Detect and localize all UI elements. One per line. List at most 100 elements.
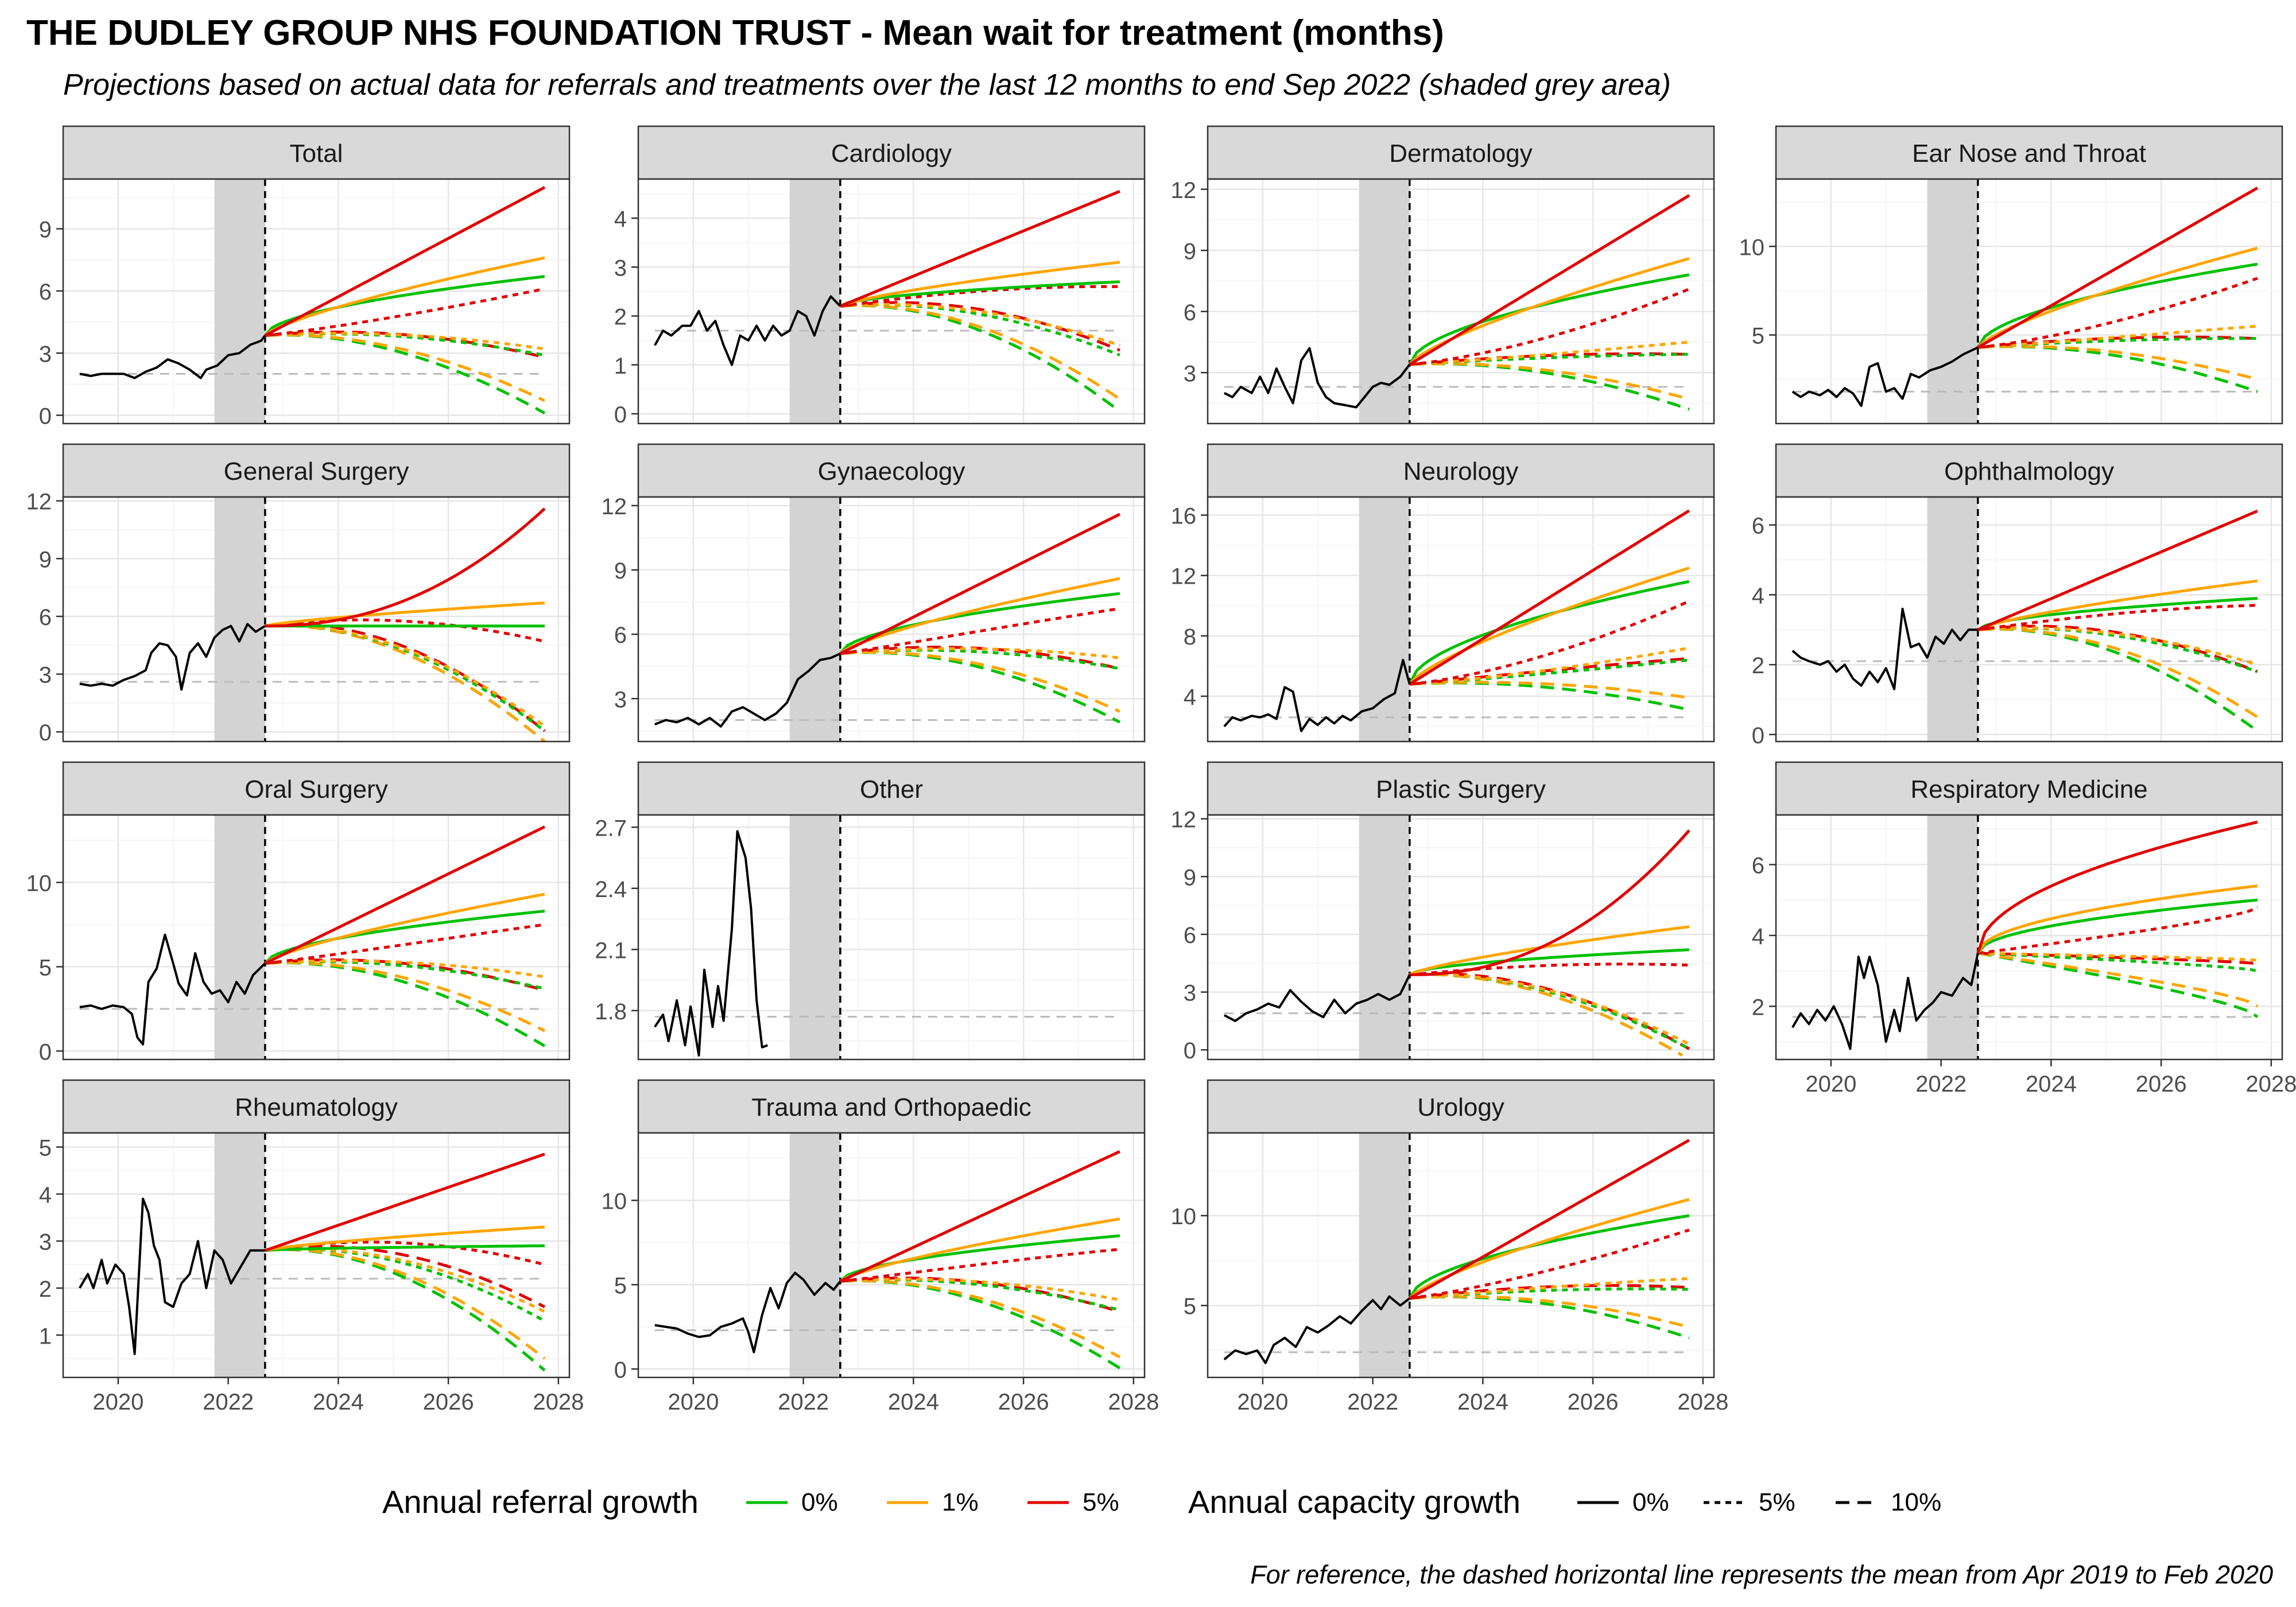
x-tick-label: 2020: [92, 1389, 144, 1415]
projection-line-ref-1pct-cap-5pct: [840, 1278, 1120, 1302]
x-tick-label: 2026: [998, 1389, 1049, 1415]
panel-other: Other 1.8 2.1 2.4 2.7: [595, 761, 1146, 1061]
projection-line-ref-1pct-cap-10pct: [265, 1248, 546, 1360]
panel-strip: [1775, 761, 2283, 816]
legend: Annual referral growth 0% 1% 5% Annual capac…: [382, 1484, 1941, 1520]
legend-capacity-title: Annual capacity growth: [1188, 1484, 1521, 1520]
panel-strip-label: Oral Surgery: [245, 775, 387, 804]
projection-line-ref-5pct-cap-10pct: [1977, 624, 2258, 673]
panel-strip-label: Dermatology: [1389, 139, 1532, 168]
y-tick-label: 16: [1171, 504, 1197, 529]
y-tick-label: 2.7: [595, 816, 627, 841]
panel-strip-label: Total: [290, 139, 343, 168]
shaded-period: [789, 1133, 840, 1377]
y-tick-label: 2: [39, 1276, 52, 1302]
panel-respiratory-medicine: Respiratory Medicine 2 4 6 2020 2022 2024 2026 2…: [1752, 761, 2296, 1097]
projection-line-ref-5pct-cap-5pct: [1977, 604, 2258, 631]
footnote: For reference, the dashed horizontal lin…: [1250, 1560, 2273, 1589]
y-tick-label: 0: [39, 720, 52, 746]
shaded-period: [1359, 815, 1410, 1059]
projection-line-ref-1pct-cap-5pct: [1977, 952, 2258, 962]
y-tick-label: 9: [1184, 239, 1196, 264]
projection-line-ref-1pct-cap-10pct: [1409, 681, 1690, 700]
projection-line-ref-5pct-cap-0pct: [1409, 829, 1690, 976]
projection-line-ref-0pct-cap-0pct: [265, 1244, 545, 1252]
shaded-period: [1359, 1133, 1410, 1377]
shaded-period: [214, 497, 265, 742]
actual-data-line: [654, 1271, 841, 1353]
panel-border: [637, 814, 1146, 1061]
projection-line-ref-1pct-cap-0pct: [264, 892, 545, 965]
y-tick-label: 9: [39, 218, 52, 243]
panel-plastic-surgery: Plastic Surgery 0 3 6 9 12: [1171, 761, 1715, 1063]
legend-referral-label: 0%: [801, 1488, 838, 1516]
projection-line-ref-1pct-cap-0pct: [1409, 925, 1690, 976]
y-tick-label: 0: [1184, 1038, 1196, 1063]
legend-capacity-label: 0%: [1632, 1488, 1669, 1516]
projection-line-ref-5pct-cap-10pct: [265, 1244, 546, 1309]
x-tick-label: 2024: [313, 1389, 364, 1415]
shaded-period: [1927, 815, 1978, 1059]
projection-line-ref-1pct-cap-10pct: [840, 304, 1121, 401]
panel-strip: [1207, 443, 1715, 498]
y-tick-label: 0: [614, 402, 627, 428]
x-tick-label: 2022: [203, 1389, 254, 1415]
y-tick-label: 5: [39, 955, 52, 980]
panel-border: [1207, 1132, 1715, 1379]
x-tick-label: 2020: [1805, 1072, 1856, 1097]
actual-data-line: [1223, 1295, 1411, 1364]
projection-line-ref-1pct-cap-5pct: [265, 332, 545, 351]
y-tick-label: 6: [1184, 923, 1196, 948]
actual-data-line: [1223, 347, 1411, 409]
panel-urology: Urology 5 10 2020 2022 2024 2026 2028: [1171, 1079, 1728, 1415]
panel-strip: [637, 761, 1146, 816]
projection-line-ref-1pct-cap-10pct: [840, 651, 1120, 713]
plot-background: [1208, 815, 1714, 1059]
y-tick-label: 3: [1184, 361, 1196, 386]
actual-data-line: [79, 1197, 265, 1355]
panel-border: [637, 1132, 1146, 1379]
projection-line-ref-0pct-cap-0pct: [1409, 948, 1690, 976]
projection-line-ref-5pct-cap-0pct: [1977, 187, 2259, 349]
panel-strip-label: Cardiology: [831, 139, 952, 168]
panel-strip-label: Other: [860, 775, 923, 804]
legend-referral-title: Annual referral growth: [382, 1484, 699, 1520]
projection-line-ref-1pct-cap-10pct: [1409, 362, 1690, 401]
projection-line-ref-5pct-cap-0pct: [1976, 820, 2258, 954]
panel-strip: [1775, 125, 2283, 180]
projection-line-ref-1pct-cap-10pct: [840, 1279, 1121, 1358]
plot-background: [1776, 815, 2282, 1059]
y-tick-label: 4: [39, 1183, 52, 1208]
panel-gynaecology: Gynaecology 3 6 9 12: [602, 443, 1146, 743]
legend-referral-label: 5%: [1083, 1488, 1119, 1516]
actual-data-line: [79, 623, 266, 691]
shaded-period: [1927, 179, 1978, 424]
shaded-period: [789, 815, 840, 1059]
y-tick-label: 0: [39, 404, 52, 429]
panel-strip-label: Plastic Surgery: [1376, 775, 1546, 804]
y-tick-label: 0: [39, 1039, 52, 1065]
y-tick-label: 6: [39, 605, 52, 630]
panel-border: [62, 1132, 571, 1379]
y-tick-label: 2: [614, 305, 627, 330]
y-tick-label: 12: [1171, 564, 1197, 589]
legend-capacity-label: 5%: [1759, 1488, 1795, 1516]
x-tick-label: 2020: [668, 1389, 719, 1415]
y-tick-label: 5: [39, 1136, 52, 1161]
x-tick-label: 2028: [1677, 1389, 1728, 1415]
projection-line-ref-5pct-cap-0pct: [1409, 1139, 1690, 1300]
actual-data-line: [654, 830, 768, 1057]
x-tick-label: 2026: [423, 1389, 474, 1415]
y-tick-label: 3: [39, 1229, 52, 1255]
panel-border: [1207, 178, 1715, 425]
projection-line-ref-5pct-cap-0pct: [839, 1150, 1120, 1283]
panel-strip-label: Urology: [1417, 1093, 1504, 1121]
gridlines: [638, 1133, 1145, 1377]
y-tick-label: 2.1: [595, 938, 627, 963]
y-tick-label: 3: [614, 687, 627, 712]
projection-line-ref-0pct-cap-0pct: [263, 275, 545, 337]
x-tick-label: 2022: [1347, 1389, 1398, 1415]
y-tick-label: 5: [1184, 1294, 1196, 1319]
actual-data-line: [79, 933, 266, 1046]
y-tick-label: 2.4: [595, 877, 627, 902]
